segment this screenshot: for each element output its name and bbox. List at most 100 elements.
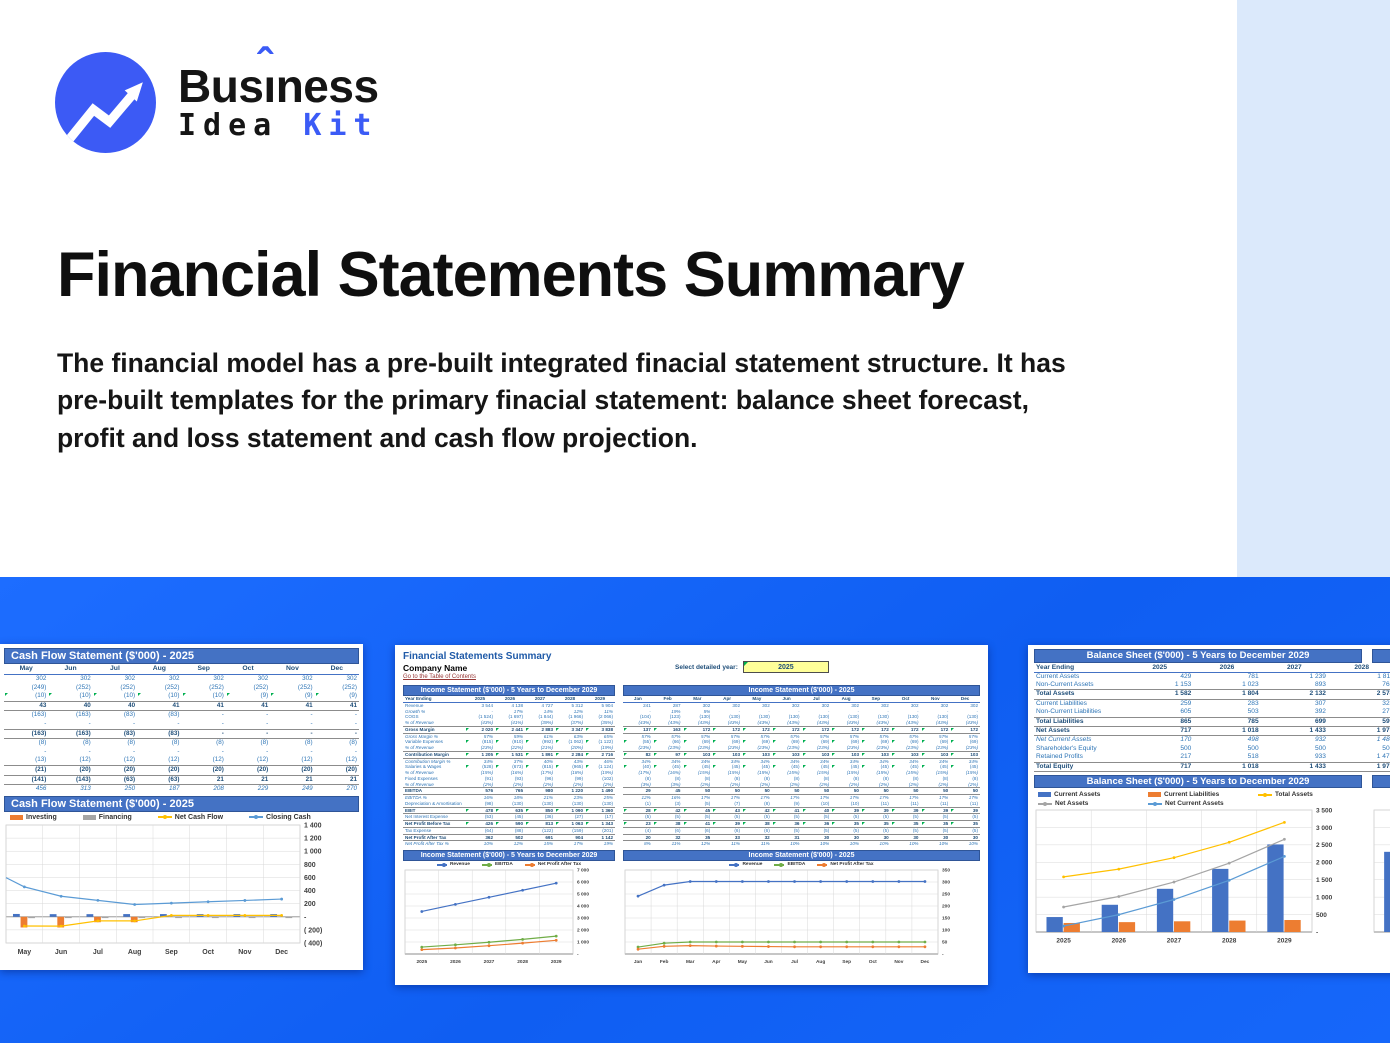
svg-text:-: - — [942, 953, 944, 958]
svg-text:Jan: Jan — [634, 959, 642, 965]
cell: 25% — [603, 795, 613, 800]
cell: Salaries & Wages — [405, 764, 442, 770]
cell: (1 122) — [585, 739, 615, 745]
cell: 302 — [257, 675, 269, 682]
cell: 57% — [909, 733, 919, 739]
cell: (5) — [734, 814, 740, 820]
cell: 229 — [257, 785, 269, 793]
cell: 41 — [771, 806, 802, 815]
cell: (69) — [950, 739, 980, 745]
cell: (17) — [604, 814, 613, 820]
cell: (15%) — [935, 770, 949, 775]
cell: (5) — [942, 827, 949, 833]
cell: (2%) — [543, 781, 553, 787]
cell: 5 312 — [571, 702, 584, 708]
svg-text:Dec: Dec — [921, 959, 930, 965]
cell: - — [181, 728, 226, 740]
cell: (8) — [260, 739, 269, 747]
cell: 11% — [731, 841, 740, 847]
cell: 17% — [573, 841, 583, 847]
cell: (12) — [123, 756, 136, 764]
cell: 103 — [890, 750, 921, 759]
cell: (252) — [297, 683, 313, 691]
cell: 40% — [543, 758, 553, 764]
right-accent-strip — [1237, 0, 1390, 577]
cell: (6) — [764, 827, 770, 833]
cell: 57% — [939, 733, 949, 739]
cell: (20%) — [570, 745, 583, 750]
cell: (5) — [883, 814, 889, 820]
cell: 17% — [968, 795, 978, 800]
cell: (102) — [602, 775, 613, 781]
svg-text:( 200): ( 200) — [304, 927, 322, 934]
cell: 36 — [771, 820, 802, 828]
cell: (53) — [484, 814, 493, 820]
cell: (3) — [674, 800, 681, 806]
cell: Current Liabilities — [1036, 699, 1087, 707]
cell: Non-Current Assets — [1036, 680, 1094, 688]
cell: (19%) — [600, 745, 613, 750]
svg-text:500: 500 — [1316, 912, 1327, 919]
cell: (35%) — [600, 720, 613, 725]
cell: 2 441 — [495, 725, 525, 734]
cell: 23 — [623, 820, 653, 828]
cell: Total Equity — [1034, 761, 1126, 772]
income-monthly-table: Jan Feb Mar Apr May Jun Jul Aug Sep Oct Nov Dec 241 2… — [623, 696, 980, 847]
cell: 699 — [1260, 716, 1328, 727]
cell: 50 — [920, 787, 951, 795]
cell: (252) — [342, 683, 357, 691]
cell: (5) — [972, 814, 978, 820]
cell: 57% — [641, 733, 651, 739]
cell: 2 284 — [555, 750, 585, 759]
balance-5y-chart: - 500 1 000 1 500 2 000 2 500 3 000 3 500 2025 20… — [1035, 808, 1333, 945]
cell: (43%) — [876, 720, 889, 725]
cell: - — [887, 708, 889, 714]
select-year-label: Select detailed year: — [675, 663, 738, 671]
svg-text:Feb: Feb — [660, 959, 669, 965]
cell: (2%) — [483, 781, 493, 787]
cell: (43%) — [816, 720, 830, 725]
cell: 17% — [820, 795, 830, 800]
cell: (163) — [48, 728, 93, 740]
cashflow-screenshot-panel: Cash Flow Statement ($'000) - 2025 May Ju… — [0, 644, 363, 970]
cell: 50 — [861, 787, 891, 795]
cell: 39 — [950, 806, 980, 815]
cell: - — [133, 719, 136, 727]
cell: (20) — [48, 764, 93, 776]
cell: (12) — [257, 756, 269, 764]
cell: 1 531 — [495, 750, 525, 759]
brand-wordmark: Busı ˆ ness Idea Kit — [178, 42, 379, 142]
cell: 10% — [939, 841, 949, 847]
cell: - — [738, 708, 740, 714]
brand-logo[interactable]: Busı ˆ ness Idea Kit — [55, 42, 379, 153]
cell: 39 — [890, 806, 921, 815]
cell: (3%) — [670, 781, 681, 787]
cell: 590 — [495, 820, 525, 828]
svg-text:-: - — [304, 914, 307, 921]
cell: 17% — [790, 795, 800, 800]
cell: 241 — [643, 702, 651, 708]
cell: (9) — [226, 692, 270, 701]
legend-item: Net Current Assets — [1148, 800, 1252, 807]
balance-screenshot-panel: Balance Sheet ($'000) - 5 Years to Decem… — [1028, 645, 1390, 973]
cell: (96) — [544, 775, 553, 781]
cell: (20) — [92, 764, 138, 776]
cell: 691 — [525, 833, 555, 842]
cell: 63% — [573, 733, 583, 739]
cell: 34% — [849, 758, 859, 764]
svg-text:7 000: 7 000 — [577, 868, 589, 874]
cell: 172 — [712, 725, 742, 734]
legend-item: Current Liabilities — [1148, 791, 1252, 798]
cell: 1 811 — [1377, 672, 1390, 680]
cell: (965) — [555, 764, 585, 770]
balance-legend: Current Assets Current Liabilities Total A… — [1034, 788, 1378, 808]
cell: 12% — [701, 841, 711, 847]
cell: Net Profit Before Tax — [403, 820, 465, 828]
cell: (23%) — [757, 745, 770, 750]
cashflow-table-header: Cash Flow Statement ($'000) - 2025 — [4, 648, 359, 664]
cell: 57% — [760, 733, 770, 739]
cell: 1 090 — [555, 806, 585, 815]
cell: (8) — [764, 775, 770, 781]
cell: 500 — [1314, 744, 1326, 752]
cell: 41 — [137, 700, 182, 712]
